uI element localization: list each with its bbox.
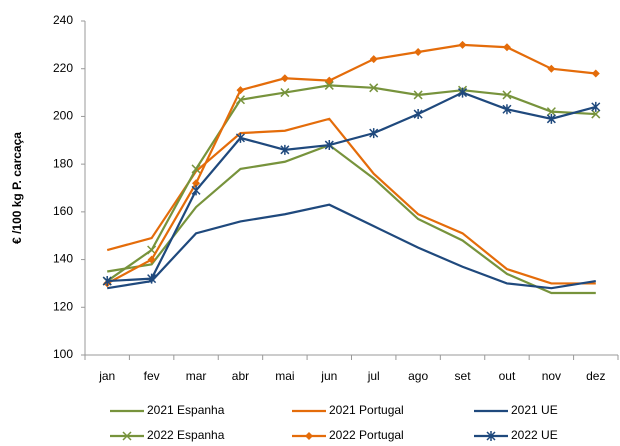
y-tick-label: 140: [53, 252, 73, 266]
data-point: [369, 55, 378, 64]
data-point: [280, 88, 290, 98]
y-tick-label: 160: [53, 204, 73, 218]
data-point: [413, 90, 423, 100]
y-tick-label: 200: [53, 109, 73, 123]
y-tick-label: 100: [53, 347, 73, 361]
series-line: [107, 91, 597, 283]
marker: [122, 431, 132, 441]
legend-label: 2022 Portugal: [329, 428, 404, 442]
data-point: [458, 87, 468, 98]
data-point: [192, 179, 201, 188]
x-tick-label: ago: [408, 369, 428, 383]
series-line: [107, 143, 596, 295]
data-point: [502, 43, 511, 52]
data-point: [502, 90, 512, 100]
data-point: [369, 83, 379, 93]
data-point: [591, 69, 600, 78]
x-tick-label: jun: [320, 369, 337, 383]
x-tick-label: dez: [586, 369, 605, 383]
x-tick-label: jul: [367, 369, 380, 383]
data-point: [235, 132, 245, 143]
data-point: [324, 80, 334, 90]
x-tick-label: jan: [98, 369, 115, 383]
legend-label: 2022 Espanha: [147, 428, 225, 442]
data-point: [147, 245, 157, 255]
data-point: [102, 276, 112, 287]
x-tick-label: abr: [232, 369, 249, 383]
data-point: [325, 76, 334, 85]
x-tick-label: nov: [542, 369, 561, 383]
y-tick-label: 240: [53, 13, 73, 27]
series-line: [106, 84, 596, 282]
data-point: [324, 140, 334, 151]
data-point: [280, 144, 290, 155]
legend-label: 2021 Portugal: [329, 403, 404, 417]
x-tick-label: out: [499, 369, 516, 383]
legend-label: 2022 UE: [511, 428, 558, 442]
data-point: [414, 48, 423, 57]
data-point: [147, 273, 157, 284]
data-point: [547, 64, 556, 73]
y-tick-label: 220: [53, 61, 73, 75]
data-point: [546, 113, 556, 124]
data-point: [591, 109, 601, 119]
marker: [486, 431, 496, 441]
data-point: [413, 109, 423, 120]
y-tick-label: 120: [53, 299, 73, 313]
marker: [305, 432, 313, 440]
x-tick-label: set: [455, 369, 472, 383]
data-point: [591, 101, 601, 112]
data-point: [458, 40, 467, 49]
data-point: [280, 74, 289, 83]
series-line: [106, 117, 596, 285]
series-line: [107, 203, 596, 290]
legend-label: 2021 Espanha: [147, 403, 225, 417]
x-tick-label: mai: [275, 369, 294, 383]
data-point: [236, 86, 245, 95]
y-tick-label: 180: [53, 156, 73, 170]
data-point: [191, 164, 201, 174]
x-tick-label: fev: [144, 369, 160, 383]
data-point: [546, 107, 556, 117]
legend-label: 2021 UE: [511, 403, 558, 417]
data-point: [502, 104, 512, 115]
data-point: [191, 185, 201, 196]
data-point: [147, 255, 156, 264]
data-point: [369, 128, 379, 139]
y-axis-label: € /100 kg P. carcaça: [10, 132, 24, 244]
x-tick-label: mar: [186, 369, 207, 383]
series-line: [106, 43, 596, 285]
